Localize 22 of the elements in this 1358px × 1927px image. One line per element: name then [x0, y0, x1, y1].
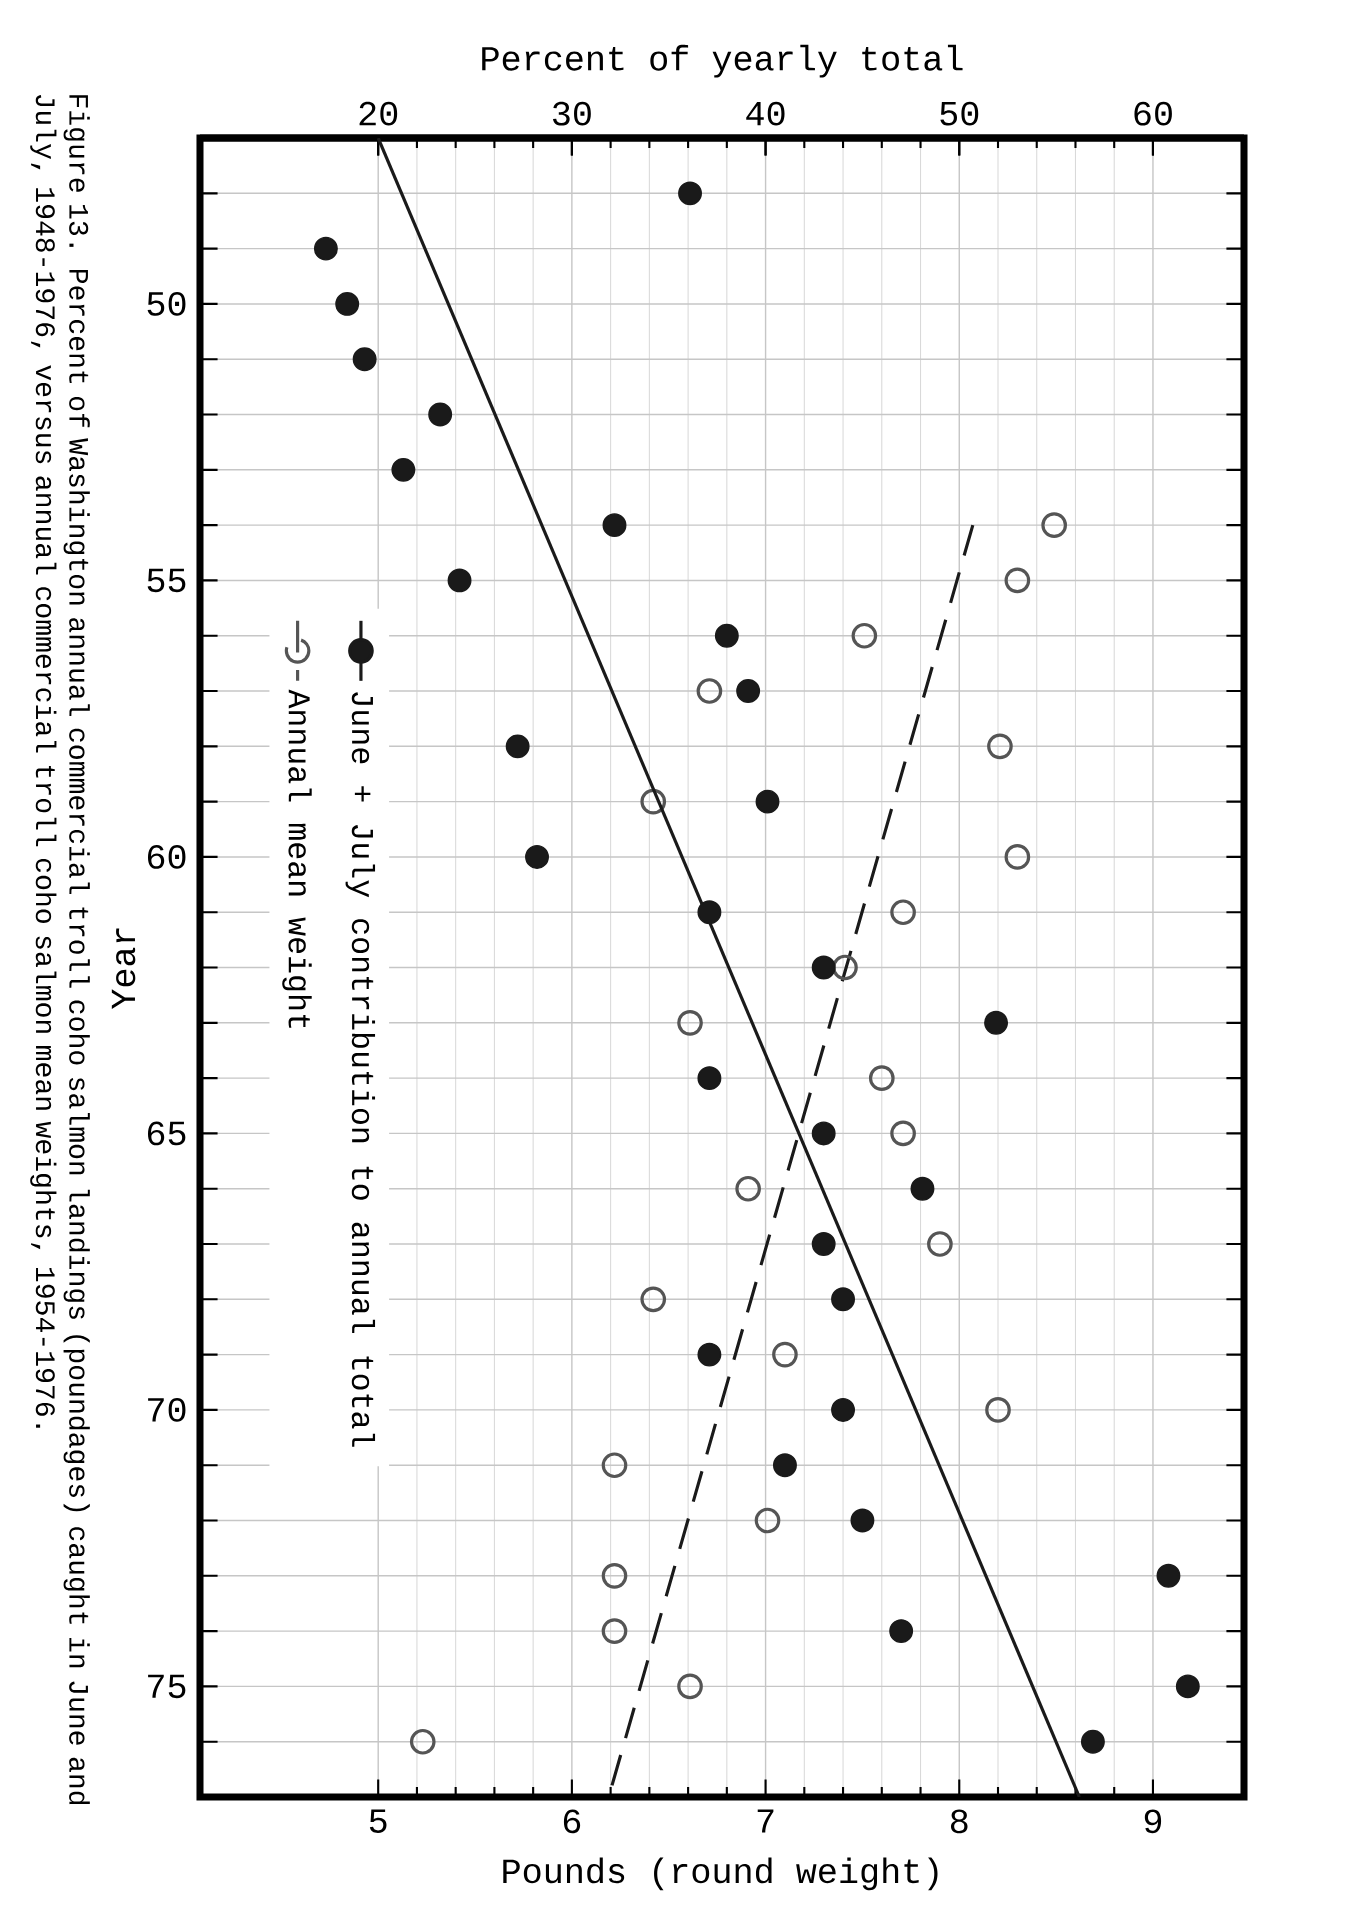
y-tick-label: 65 [148, 1121, 186, 1146]
legend-label: June + July contribution to annual total [345, 692, 376, 1447]
x2-tick-label: 40 [746, 101, 785, 126]
x2-axis-title: Percent of yearly total [482, 44, 963, 78]
y-tick-label: 75 [148, 1674, 186, 1699]
y-tick-label: 70 [148, 1397, 186, 1422]
x-tick-label: 5 [369, 1809, 387, 1833]
x2-tick-label: 20 [359, 101, 398, 126]
x2-tick-label: 30 [553, 101, 591, 126]
y-axis-title: Year [111, 928, 136, 1010]
y-tick-label: 50 [147, 291, 186, 316]
y-tick-label: 55 [147, 568, 186, 593]
x-tick-label: 9 [1144, 1809, 1162, 1834]
x-axis-title: Pounds (round weight) [503, 1857, 938, 1891]
caption: Figure 13. Percent of Washington annual commercial troll coho salmon landings (poundages) caught in June and July, 1948-1976, versus annual commercial troll coho salmon mean weights, 1954-1976. [30, 94, 90, 1805]
x2-tick-label: 50 [940, 101, 979, 126]
legend-label: Annual mean weight [282, 689, 312, 1028]
x-tick-label: 8 [950, 1809, 968, 1834]
x2-tick-label: 60 [1134, 101, 1172, 126]
x-tick-label: 7 [757, 1809, 774, 1833]
x-tick-label: 6 [563, 1809, 581, 1834]
y-tick-label: 60 [148, 844, 186, 869]
